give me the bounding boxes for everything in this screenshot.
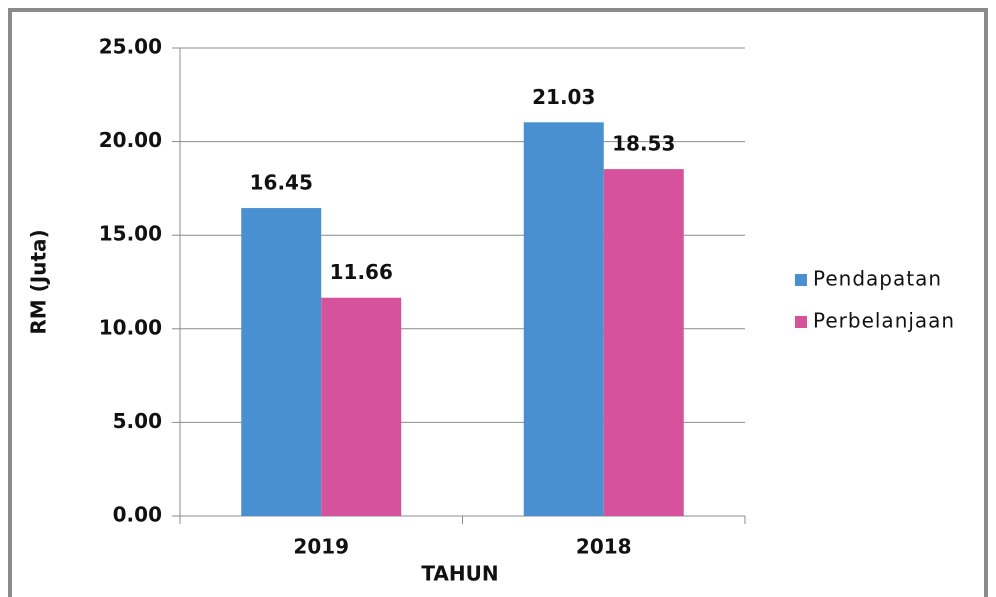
- data-label: 11.66: [330, 260, 393, 284]
- frame: [8, 8, 988, 597]
- y-tick-label: 25.00: [99, 35, 162, 59]
- x-tick-label: 2018: [576, 535, 632, 559]
- x-tick-label: 2019: [293, 535, 349, 559]
- y-tick-label: 5.00: [113, 409, 162, 433]
- legend-label: Pendapatan: [813, 267, 942, 291]
- data-label: 21.03: [532, 85, 595, 109]
- y-tick-label: 15.00: [99, 222, 162, 246]
- bar: [321, 297, 402, 516]
- bar: [603, 169, 684, 516]
- legend-swatch: [795, 274, 807, 286]
- data-label: 16.45: [250, 171, 313, 195]
- legend-swatch: [795, 316, 807, 328]
- bar: [241, 208, 322, 516]
- data-label: 18.53: [612, 132, 675, 156]
- y-tick-label: 0.00: [113, 503, 162, 527]
- x-axis-label: TAHUN: [421, 562, 498, 586]
- y-axis-label: RM (Juta): [27, 229, 51, 334]
- legend-label: Perbelanjaan: [813, 309, 955, 333]
- y-tick-label: 10.00: [99, 315, 162, 339]
- bar: [523, 122, 604, 517]
- y-tick-label: 20.00: [99, 128, 162, 152]
